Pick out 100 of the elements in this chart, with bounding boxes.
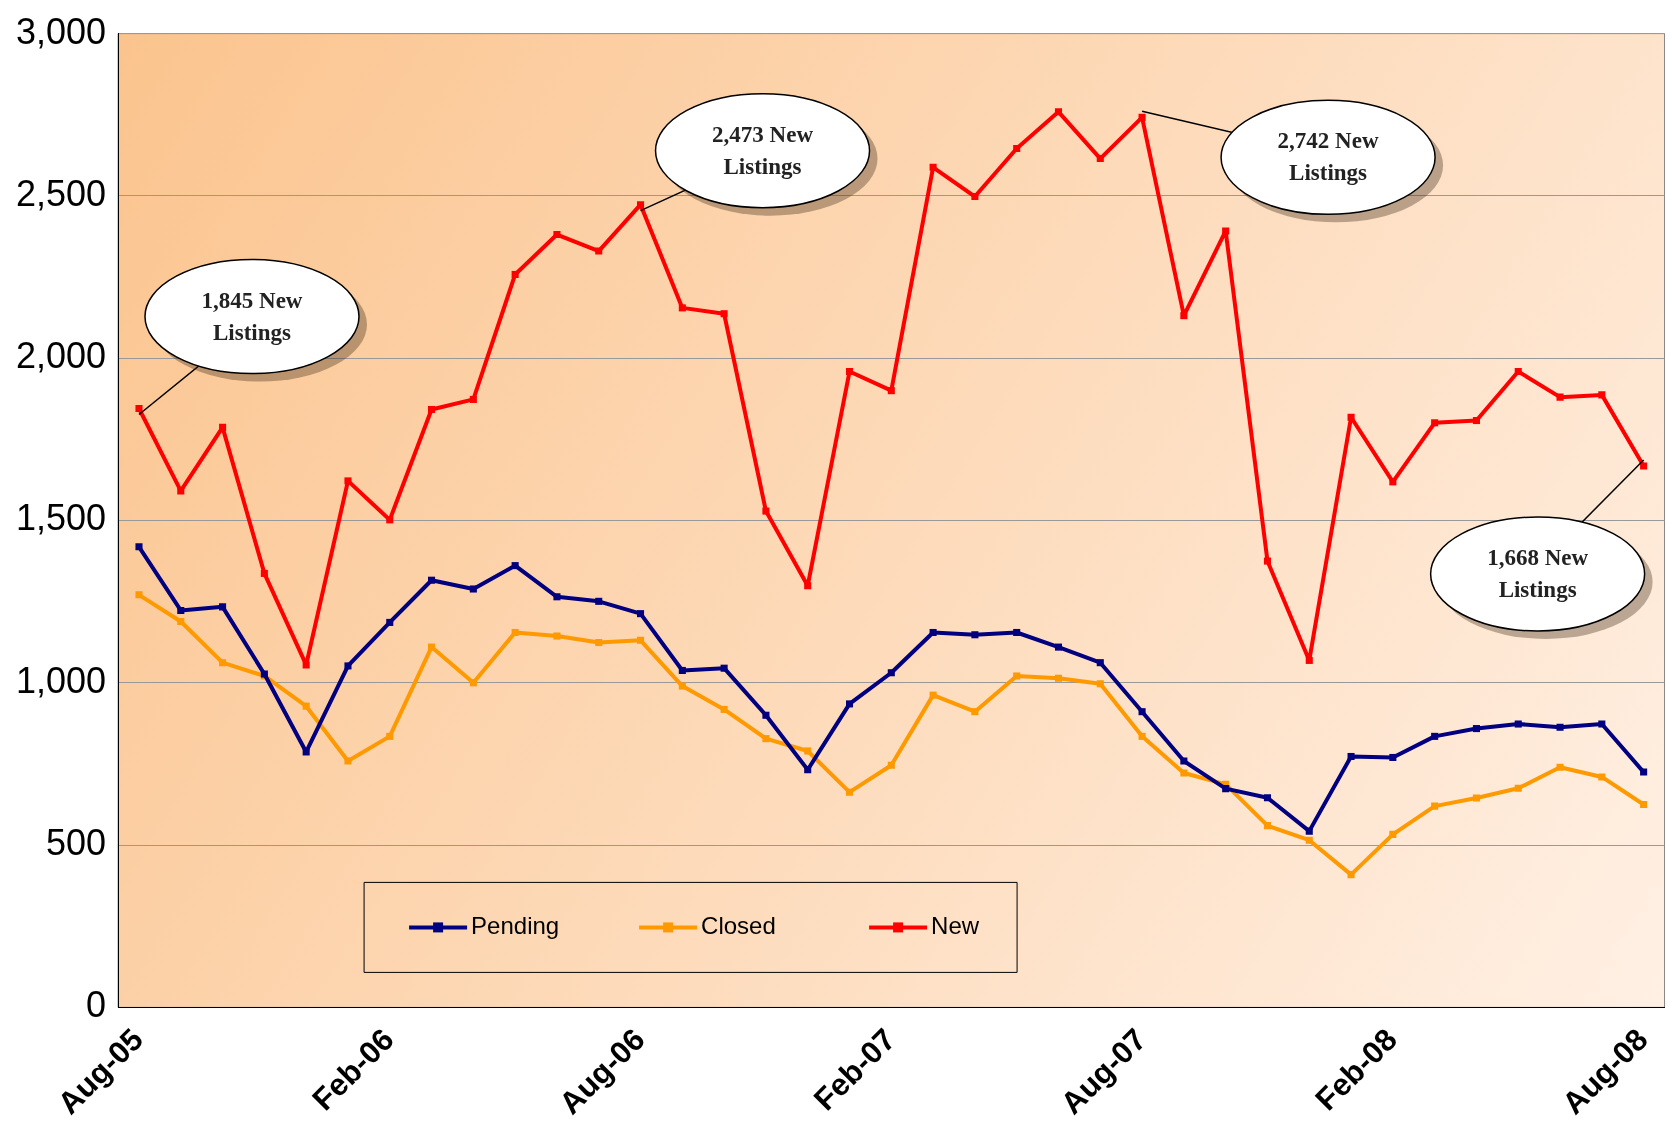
point	[1556, 723, 1564, 731]
point	[1556, 763, 1564, 771]
point	[595, 247, 603, 255]
point	[1305, 836, 1313, 844]
point	[1431, 802, 1439, 810]
point	[553, 632, 561, 640]
point	[219, 603, 227, 611]
point	[1431, 732, 1439, 740]
point	[1514, 784, 1522, 792]
point	[845, 700, 854, 708]
point	[1180, 757, 1188, 765]
point	[1180, 769, 1188, 777]
point	[219, 659, 227, 667]
point	[386, 732, 394, 740]
point	[1514, 720, 1522, 728]
point	[1013, 672, 1021, 680]
point	[678, 304, 686, 312]
point	[971, 708, 979, 716]
point	[887, 387, 895, 395]
point	[1222, 227, 1230, 235]
point	[1263, 822, 1271, 830]
point	[1431, 419, 1439, 427]
point	[1222, 785, 1230, 793]
point	[135, 591, 143, 599]
point	[595, 639, 603, 647]
legend-label: Pending	[471, 912, 560, 940]
point	[929, 163, 937, 171]
y-tick-label: 500	[46, 822, 107, 864]
point	[720, 664, 728, 672]
y-tick-label: 0	[86, 984, 107, 1026]
point	[1472, 794, 1480, 802]
point	[678, 682, 686, 690]
point	[637, 636, 645, 644]
point	[762, 735, 770, 743]
point	[469, 679, 477, 687]
point	[1347, 752, 1355, 761]
point	[511, 270, 519, 278]
point	[177, 487, 185, 495]
point	[637, 610, 645, 618]
point	[1180, 312, 1188, 320]
point	[887, 761, 895, 769]
point	[845, 367, 854, 376]
point	[1305, 827, 1313, 835]
point	[344, 477, 352, 485]
point	[1305, 656, 1313, 664]
point	[428, 643, 436, 651]
point	[1096, 659, 1104, 667]
point	[386, 618, 394, 626]
point	[1054, 674, 1063, 682]
point	[511, 562, 519, 570]
point	[1598, 773, 1606, 781]
point	[1263, 794, 1271, 802]
y-tick-label: 1,500	[15, 497, 107, 539]
point	[1640, 462, 1648, 470]
point	[1138, 732, 1146, 740]
y-tick-label: 2,500	[15, 172, 107, 214]
point	[1054, 108, 1063, 116]
point	[511, 628, 519, 637]
point	[135, 543, 143, 551]
point	[1598, 720, 1606, 728]
point	[1263, 557, 1271, 565]
point	[1472, 416, 1480, 425]
point	[135, 404, 143, 413]
point	[762, 711, 770, 719]
point	[1138, 708, 1146, 716]
point	[219, 423, 227, 431]
point	[762, 507, 770, 515]
point	[971, 631, 979, 639]
point	[1640, 800, 1648, 809]
point	[637, 201, 645, 209]
point	[1054, 643, 1063, 651]
point	[929, 691, 937, 699]
point	[845, 788, 854, 796]
point	[1389, 753, 1397, 761]
point	[804, 747, 812, 755]
point	[1013, 144, 1021, 153]
point	[1472, 725, 1480, 733]
point	[1556, 393, 1564, 401]
point	[302, 748, 310, 756]
point	[1347, 413, 1355, 421]
point	[177, 606, 185, 614]
annotation: 2,473 New Listings	[712, 120, 813, 181]
point	[1013, 628, 1021, 637]
point	[804, 582, 812, 590]
point	[344, 662, 352, 670]
point	[428, 576, 436, 584]
point	[344, 757, 352, 765]
annotation: 2,742 New Listings	[1277, 127, 1379, 188]
point	[428, 405, 436, 414]
point	[1347, 871, 1355, 879]
annotation: 1,845 New Listings	[201, 286, 303, 347]
point	[1598, 391, 1606, 399]
point	[678, 666, 686, 674]
point	[1096, 155, 1104, 163]
point	[386, 516, 394, 524]
point	[469, 395, 477, 403]
annotation: 1,668 New Listings	[1487, 543, 1589, 604]
point	[1514, 367, 1522, 376]
point	[720, 310, 728, 318]
y-tick-label: 1,000	[15, 659, 107, 701]
